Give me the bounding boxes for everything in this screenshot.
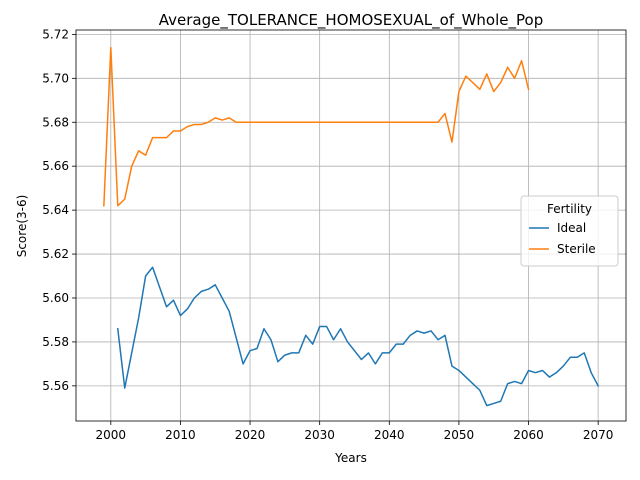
y-tick-label: 5.56	[42, 379, 69, 393]
y-tick-label: 5.58	[42, 335, 69, 349]
x-tick-label: 2050	[444, 428, 475, 442]
y-tick-label: 5.64	[42, 203, 69, 217]
x-tick-label: 2070	[583, 428, 614, 442]
legend-title: Fertility	[547, 202, 592, 216]
x-tick-label: 2060	[513, 428, 544, 442]
legend-label-sterile: Sterile	[557, 242, 596, 256]
chart-title: Average_TOLERANCE_HOMOSEXUAL_of_Whole_Po…	[159, 11, 543, 30]
y-tick-label: 5.66	[42, 159, 69, 173]
x-tick-label: 2040	[374, 428, 405, 442]
plot-frame	[75, 29, 627, 422]
y-tick-label: 5.70	[42, 71, 69, 85]
y-tick-label: 5.68	[42, 115, 69, 129]
x-tick-label: 2030	[304, 428, 335, 442]
series-line-sterile	[103, 46, 530, 207]
y-tick-label: 5.72	[42, 27, 69, 41]
legend: Fertility Ideal Sterile	[520, 195, 619, 267]
x-tick-label: 2000	[96, 428, 127, 442]
axis-ticks: 2000 2010 2020 2030 2040 2050 2060 2070 5.56 5.58…	[42, 27, 613, 442]
y-tick-label: 5.62	[42, 247, 69, 261]
x-tick-label: 2010	[165, 428, 196, 442]
y-tick-label: 5.60	[42, 291, 69, 305]
series-lines	[103, 46, 600, 407]
legend-label-ideal: Ideal	[557, 221, 586, 235]
y-axis-label: Score(3-6)	[15, 195, 29, 258]
x-axis-label: Years	[334, 451, 367, 465]
series-line-ideal	[116, 266, 600, 407]
x-tick-label: 2020	[235, 428, 266, 442]
